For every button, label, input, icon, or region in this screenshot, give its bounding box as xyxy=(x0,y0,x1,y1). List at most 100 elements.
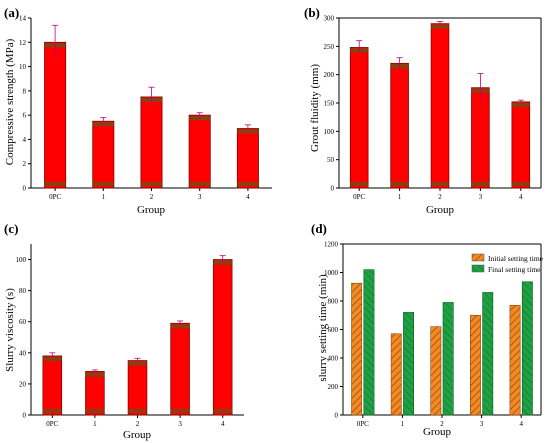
x-tick-label: 1 xyxy=(102,193,106,201)
x-tick-label: 0PC xyxy=(353,193,365,201)
y-tick-label: 50 xyxy=(327,156,335,164)
bar-bottom-band xyxy=(189,182,211,186)
x-tick-label: 4 xyxy=(246,193,250,201)
y-tick-label: 300 xyxy=(324,15,335,23)
bar-top-band xyxy=(170,324,190,329)
bar-bottom-band xyxy=(431,182,449,186)
bar xyxy=(42,355,63,416)
y-tick-label: 20 xyxy=(19,380,27,388)
bar-top-band xyxy=(431,24,449,29)
bar-final-setting xyxy=(521,281,533,416)
bar-final-setting xyxy=(403,312,414,416)
y-tick-label: 400 xyxy=(328,355,339,363)
bar-bottom-band xyxy=(511,182,530,186)
legend: Initial setting time Final setting time xyxy=(471,253,544,274)
y-tick-label: 800 xyxy=(328,298,339,306)
bar-bottom-band xyxy=(44,182,66,186)
bar-bottom-band xyxy=(85,409,105,413)
x-tick-label: 3 xyxy=(479,193,483,201)
panel-d-setting-time: (d) slurry setting time (min) Group 0 200… xyxy=(311,221,544,438)
bar-bottom-band xyxy=(213,409,233,413)
x-tick-label: 3 xyxy=(480,420,484,428)
bar-top-band xyxy=(128,361,147,366)
legend-swatch-final xyxy=(471,264,485,273)
y-tick-label: 40 xyxy=(19,349,27,357)
bar xyxy=(140,96,163,189)
y-tick-label: 0 xyxy=(23,412,27,420)
y-tick-label: 250 xyxy=(324,43,335,51)
legend-swatch-initial xyxy=(471,253,485,262)
plot-area-c: 0 20 40 60 80 100 0PC 1 2 3 4 xyxy=(16,244,244,428)
y-tick-label: 0 xyxy=(331,185,335,193)
bar-initial-setting xyxy=(509,304,521,416)
bar-bottom-band xyxy=(350,182,369,186)
panel-a-compressive-strength: (a) Compressive strength (MPa) Group 0 2 4… xyxy=(4,5,272,216)
bar-bottom-band xyxy=(390,182,409,186)
y-axis-label: slurry setting time (min) xyxy=(317,274,329,382)
x-tick-label: 2 xyxy=(136,420,140,428)
panel-b-grout-fluidity: (b) Grout fluidity (mm) Group 0 50 100 150 2… xyxy=(304,5,542,216)
x-tick-label: 1 xyxy=(398,193,402,201)
y-tick-label: 8 xyxy=(23,87,27,95)
panel-label: (b) xyxy=(304,5,320,20)
y-tick-label: 200 xyxy=(328,383,339,391)
bar-bottom-band xyxy=(170,409,190,413)
bar-final-setting xyxy=(363,269,375,416)
bar xyxy=(511,101,531,189)
x-tick-label: 3 xyxy=(198,193,202,201)
bar-initial-setting xyxy=(470,314,481,416)
bar-initial-setting xyxy=(351,282,363,416)
bar xyxy=(430,23,450,189)
bar-bottom-band xyxy=(237,182,259,186)
x-tick-label: 2 xyxy=(150,193,154,201)
bar xyxy=(44,41,67,189)
y-tick-label: 0 xyxy=(335,412,339,420)
y-tick-label: 1000 xyxy=(324,269,339,277)
y-tick-label: 600 xyxy=(328,326,339,334)
legend-label-final: Final setting time xyxy=(488,265,541,274)
x-tick-label: 4 xyxy=(221,420,225,428)
bar-bottom-band xyxy=(42,409,62,413)
bar xyxy=(188,114,211,189)
x-tick-label: 1 xyxy=(401,420,405,428)
bar-initial-setting xyxy=(430,326,442,416)
y-tick-label: 1200 xyxy=(324,241,339,249)
x-tick-label: 0PC xyxy=(49,193,61,201)
panel-label: (a) xyxy=(4,5,19,20)
x-axis-label: Group xyxy=(137,204,166,216)
y-tick-label: 100 xyxy=(324,128,335,136)
y-axis-label: Compressive strength (MPa) xyxy=(4,38,16,165)
x-tick-label: 2 xyxy=(440,420,444,428)
bar xyxy=(390,62,409,189)
bar-top-band xyxy=(85,372,105,377)
x-tick-label: 2 xyxy=(438,193,442,201)
x-tick-label: 3 xyxy=(178,420,182,428)
panel-label: (c) xyxy=(4,221,18,236)
bar xyxy=(92,120,115,189)
x-tick-label: 0PC xyxy=(46,420,58,428)
bar xyxy=(85,371,105,416)
y-tick-label: 100 xyxy=(16,256,27,264)
bar-initial-setting xyxy=(390,333,402,416)
bar xyxy=(127,360,148,416)
x-tick-label: 0PC xyxy=(357,420,369,428)
y-tick-label: 10 xyxy=(19,63,27,71)
bar-top-band xyxy=(511,102,530,107)
y-axis-label: Grout fluidity (mm) xyxy=(309,64,321,152)
y-tick-label: 0 xyxy=(23,185,27,193)
y-tick-label: 14 xyxy=(19,15,27,23)
bar xyxy=(212,259,233,416)
bar-top-band xyxy=(189,116,211,121)
bar-bottom-band xyxy=(92,182,114,186)
y-tick-label: 4 xyxy=(23,136,27,144)
bar-final-setting xyxy=(442,302,454,416)
y-tick-label: 60 xyxy=(19,318,27,326)
bar xyxy=(170,322,190,416)
bar xyxy=(236,128,259,189)
y-tick-label: 150 xyxy=(324,100,335,108)
x-tick-label: 1 xyxy=(93,420,97,428)
bar xyxy=(349,47,369,189)
x-tick-label: 4 xyxy=(519,193,523,201)
y-tick-label: 2 xyxy=(23,160,27,168)
